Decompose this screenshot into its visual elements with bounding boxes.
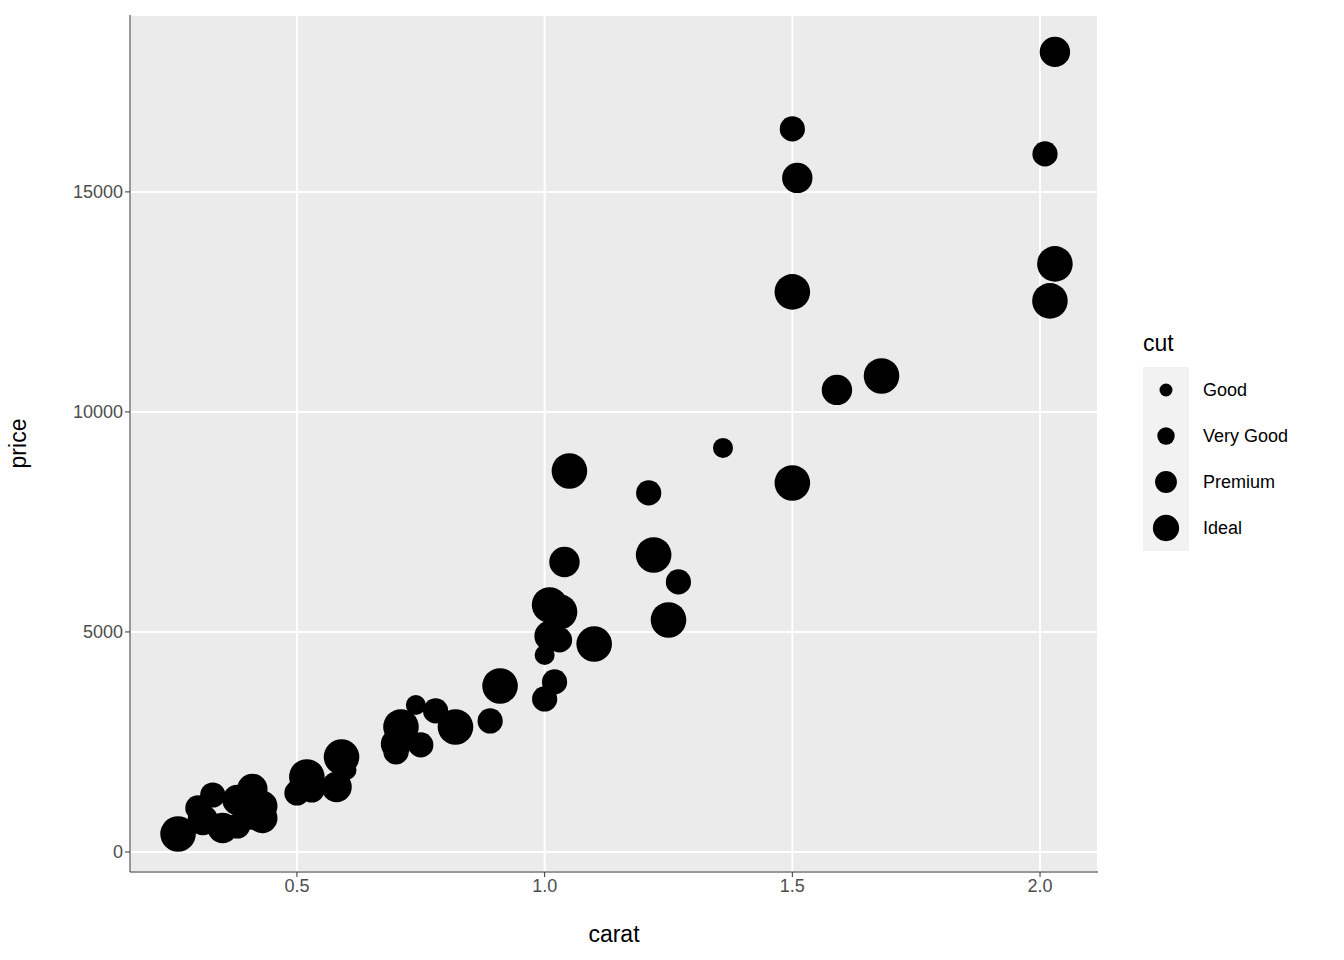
svg-text:0: 0	[113, 842, 123, 862]
svg-text:5000: 5000	[83, 622, 123, 642]
svg-text:10000: 10000	[73, 402, 123, 422]
svg-text:2.0: 2.0	[1028, 876, 1053, 896]
svg-text:1.0: 1.0	[532, 876, 557, 896]
html-text:cut: cut	[1143, 330, 1174, 356]
svg-text:0.5: 0.5	[284, 876, 309, 896]
html-text:Good: Good	[1203, 379, 1247, 400]
html-text:Premium: Premium	[1203, 471, 1275, 492]
svg-text:1.5: 1.5	[780, 876, 805, 896]
html-text:Very Good: Very Good	[1203, 425, 1289, 446]
svg-text:carat: carat	[588, 921, 640, 947]
html-text:Ideal: Ideal	[1203, 517, 1242, 538]
svg-text:15000: 15000	[73, 182, 123, 202]
svg-text:price: price	[8, 419, 31, 469]
